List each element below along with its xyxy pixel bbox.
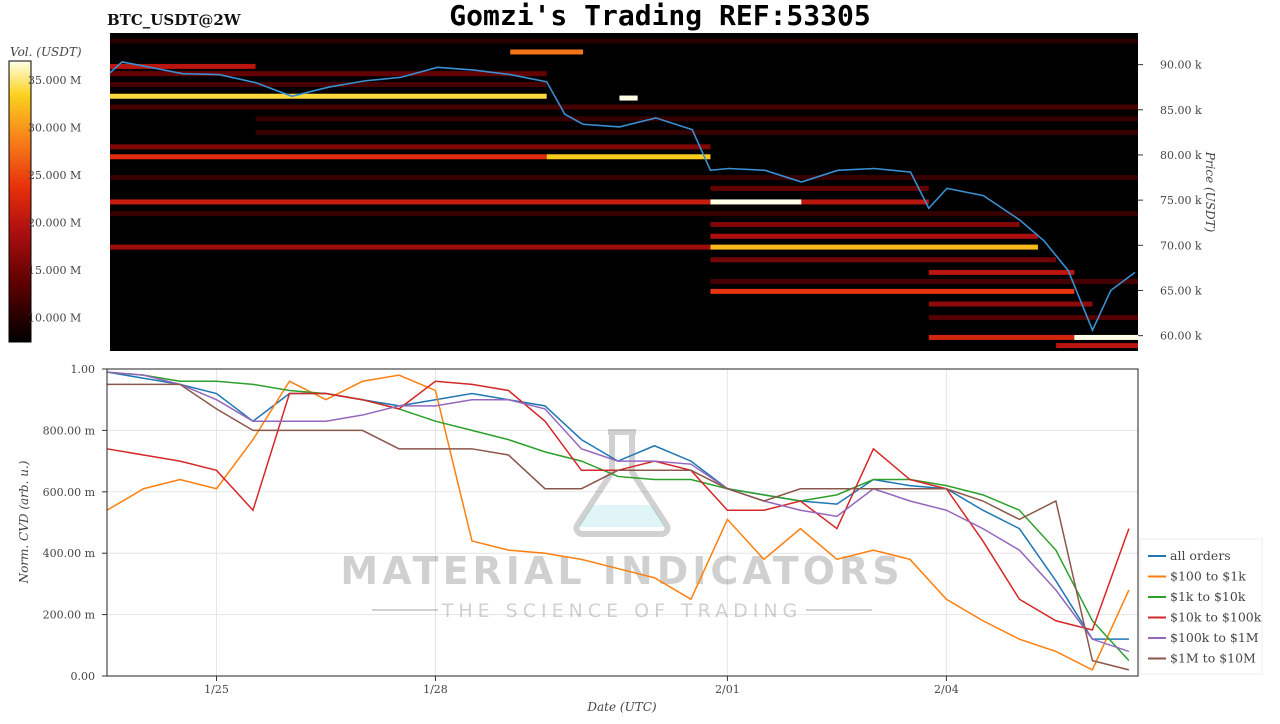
liquidity-band xyxy=(710,199,802,205)
legend: all orders $100 to $1k $1k to $10k $10k to … xyxy=(1139,538,1263,675)
flask-icon xyxy=(573,429,671,537)
price-tick-label: 65.00 k xyxy=(1160,284,1202,297)
cvd-axis: 0.00 200.00 m 400.00 m 600.00 m 800.00 m 1.00… xyxy=(43,363,959,696)
liquidity-band xyxy=(110,104,1138,110)
colorbar-ticks: 10.000 M 15.000 M 20.000 M 25.000 M 30.000 M… xyxy=(28,74,81,324)
watermark: MATERIAL INDICATORS THE SCIENCE OF TRADI… xyxy=(340,429,903,622)
price-tick-label: 90.00 k xyxy=(1160,59,1202,72)
liquidity-band xyxy=(928,301,1093,307)
price-axis: 90.00 k 85.00 k 80.00 k 75.00 k 70.00 k 65.00… xyxy=(1138,59,1202,343)
cvd-line xyxy=(106,374,1130,671)
liquidity-band xyxy=(1056,343,1138,349)
liquidity-band xyxy=(710,233,1038,239)
price-tick-label: 80.00 k xyxy=(1160,149,1202,162)
liquidity-band xyxy=(710,244,1038,250)
price-line xyxy=(109,61,1136,333)
colorbar xyxy=(8,60,32,343)
liquidity-band xyxy=(110,81,547,87)
x-tick-label: 2/01 xyxy=(715,683,740,696)
liquidity-band xyxy=(710,257,1057,263)
cvd-axis-label: Norm. CVD (arb. u.) xyxy=(17,460,31,584)
heatmap-bands xyxy=(110,38,1139,349)
liquidity-band xyxy=(928,315,1138,321)
flask-liquid xyxy=(578,505,666,527)
colorbar-tick-label: 10.000 M xyxy=(28,311,81,324)
liquidity-band xyxy=(110,71,547,77)
y-tick-label: 200.00 m xyxy=(43,609,96,622)
watermark-name: MATERIAL INDICATORS xyxy=(340,549,903,593)
price-tick-label: 60.00 k xyxy=(1160,330,1202,343)
liquidity-band xyxy=(110,175,1138,181)
liquidity-band xyxy=(546,154,711,160)
legend-label: $1k to $10k xyxy=(1170,589,1246,604)
y-tick-label: 400.00 m xyxy=(43,547,96,560)
colorbar-tick-label: 15.000 M xyxy=(28,264,81,277)
liquidity-band xyxy=(1074,334,1138,340)
price-line-group xyxy=(109,61,1136,333)
x-tick-label: 1/25 xyxy=(204,683,229,696)
cvd-line xyxy=(106,371,1130,662)
colorbar-label: Vol. (USDT) xyxy=(10,45,82,59)
colorbar-tick-label: 25.000 M xyxy=(28,169,81,182)
liquidity-band xyxy=(710,185,929,191)
liquidity-band xyxy=(110,244,711,250)
price-tick-label: 85.00 k xyxy=(1160,104,1202,117)
cvd-plot-frame xyxy=(106,368,1139,677)
liquidity-band xyxy=(619,95,638,101)
date-axis-label: Date (UTC) xyxy=(586,700,656,714)
price-tick-label: 75.00 k xyxy=(1160,194,1202,207)
cvd-series xyxy=(106,371,1130,671)
liquidity-band xyxy=(110,38,1138,44)
legend-label: $100 to $1k xyxy=(1170,569,1246,584)
legend-box xyxy=(1139,538,1263,675)
liquidity-band xyxy=(801,199,929,205)
legend-label: $100k to $1M xyxy=(1170,630,1259,645)
liquidity-band xyxy=(110,63,256,69)
watermark-tagline: THE SCIENCE OF TRADING xyxy=(441,600,803,622)
liquidity-band xyxy=(710,278,1138,284)
y-tick-label: 0.00 xyxy=(71,670,96,683)
liquidity-band xyxy=(255,116,1139,122)
cvd-plot-area xyxy=(107,369,1138,676)
y-tick-label: 800.00 m xyxy=(43,424,96,437)
liquidity-band xyxy=(928,269,1075,275)
cvd-line xyxy=(107,383,1130,671)
liquidity-band xyxy=(710,288,1075,294)
liquidity-band xyxy=(110,144,711,150)
colorbar-tick-label: 20.000 M xyxy=(28,216,81,229)
y-tick-label: 1.00 xyxy=(71,363,96,376)
price-tick-label: 70.00 k xyxy=(1160,239,1202,252)
colorbar-tick-label: 30.000 M xyxy=(28,121,81,134)
x-tick-label: 2/04 xyxy=(934,683,959,696)
legend-label: $10k to $100k xyxy=(1170,610,1262,625)
liquidity-band xyxy=(510,49,584,55)
chart-subtitle: BTC_USDT@2W xyxy=(107,11,242,29)
y-tick-label: 600.00 m xyxy=(43,486,96,499)
price-axis-label: Price (USDT) xyxy=(1203,151,1217,233)
legend-label: all orders xyxy=(1170,548,1231,563)
liquidity-band xyxy=(110,154,547,160)
cvd-line xyxy=(106,371,1130,653)
liquidity-band xyxy=(710,222,1020,228)
x-tick-label: 1/28 xyxy=(423,683,448,696)
chart-title: Gomzi's Trading REF:53305 xyxy=(449,0,870,32)
liquidity-band xyxy=(255,129,1139,135)
liquidity-band xyxy=(110,199,711,205)
liquidity-band xyxy=(928,334,1075,340)
legend-label: $1M to $10M xyxy=(1170,651,1256,666)
colorbar-tick-label: 35.000 M xyxy=(28,74,81,87)
liquidity-band xyxy=(110,93,547,99)
liquidity-band xyxy=(110,211,1138,217)
